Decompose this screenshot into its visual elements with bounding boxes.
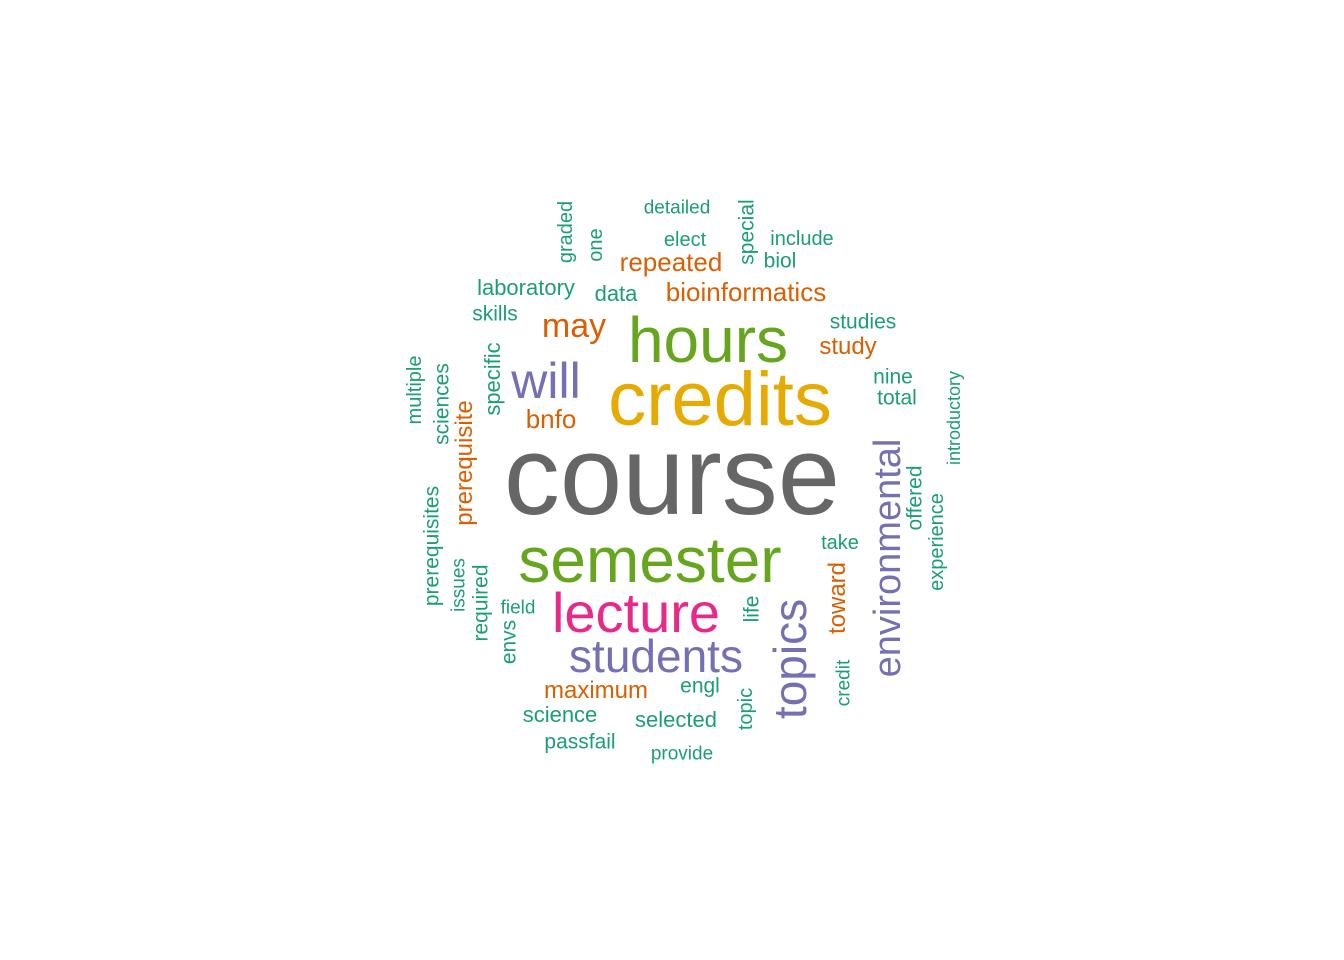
word-elect: elect bbox=[663, 229, 707, 251]
word-topic: topic bbox=[735, 687, 757, 731]
word-field: field bbox=[500, 597, 536, 619]
word-issues: issues bbox=[448, 558, 470, 612]
word-semester: semester bbox=[518, 524, 782, 596]
word-detailed: detailed bbox=[643, 197, 711, 219]
word-credits: credits bbox=[608, 357, 832, 442]
word-engl: engl bbox=[680, 674, 720, 698]
word-specific: specific bbox=[480, 342, 505, 416]
word-data: data bbox=[594, 281, 638, 306]
word-laboratory: laboratory bbox=[477, 275, 575, 300]
word-sciences: sciences bbox=[430, 363, 454, 445]
word-take: take bbox=[821, 532, 859, 554]
word-course: course bbox=[503, 413, 841, 538]
word-biol: biol bbox=[763, 249, 797, 273]
word-toward: toward bbox=[824, 561, 851, 635]
word-selected: selected bbox=[635, 707, 717, 732]
word-study: study bbox=[819, 333, 877, 360]
word-special: special bbox=[735, 199, 759, 265]
word-studies: studies bbox=[829, 310, 897, 334]
word-prerequisite: prerequisite bbox=[451, 400, 478, 526]
word-multiple: multiple bbox=[404, 355, 426, 425]
word-students: students bbox=[569, 630, 743, 682]
word-topics: topics bbox=[764, 598, 816, 720]
word-bnfo: bnfo bbox=[525, 404, 577, 434]
word-bioinformatics: bioinformatics bbox=[665, 277, 827, 307]
word-environmental: environmental bbox=[867, 438, 909, 678]
word-life: life bbox=[740, 595, 764, 623]
word-prerequisites: prerequisites bbox=[420, 485, 444, 607]
word-will: will bbox=[511, 353, 581, 409]
word-one: one bbox=[585, 228, 607, 262]
word-graded: graded bbox=[555, 200, 577, 264]
word-envs: envs bbox=[497, 619, 521, 665]
word-maximum: maximum bbox=[543, 677, 649, 704]
word-nine: nine bbox=[873, 365, 913, 389]
word-experience: experience bbox=[926, 493, 948, 591]
word-provide: provide bbox=[650, 743, 714, 765]
word-may: may bbox=[541, 307, 607, 345]
word-offered: offered bbox=[903, 465, 927, 531]
word-repeated: repeated bbox=[619, 247, 723, 277]
word-total: total bbox=[877, 386, 917, 410]
word-required: required bbox=[469, 564, 493, 642]
word-introductory: introductory bbox=[944, 370, 964, 466]
word-skills: skills bbox=[472, 302, 518, 326]
word-passfail: passfail bbox=[544, 730, 616, 754]
word-science: science bbox=[522, 702, 598, 727]
word-include: include bbox=[770, 228, 834, 250]
word-hours: hours bbox=[627, 304, 789, 376]
word-lecture: lecture bbox=[551, 581, 721, 644]
word-credit: credit bbox=[833, 659, 855, 707]
